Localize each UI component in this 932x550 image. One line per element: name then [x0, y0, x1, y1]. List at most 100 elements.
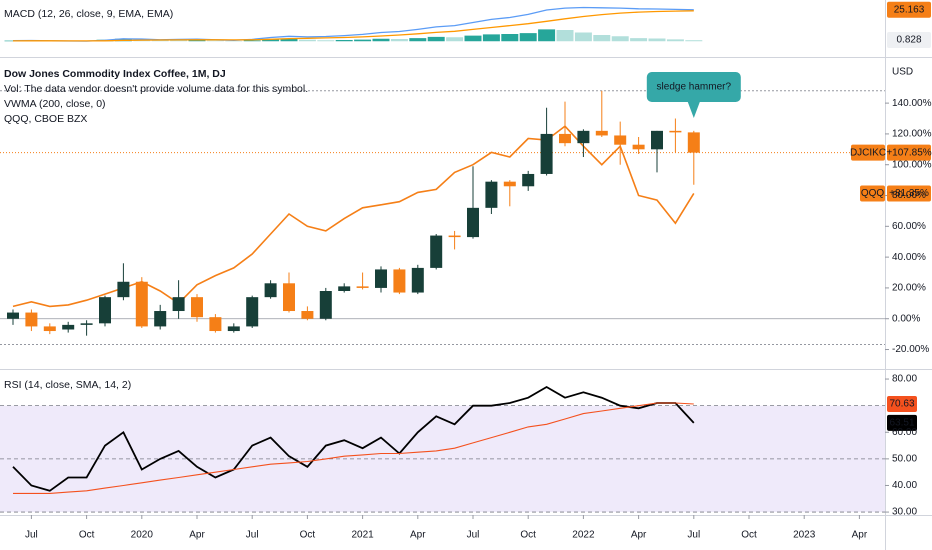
candle-body — [246, 297, 259, 327]
histogram-bar — [482, 34, 500, 42]
x-tick-label: Apr — [189, 530, 205, 541]
y-tick-label: 80.00 — [892, 374, 917, 385]
histogram-bar — [409, 38, 427, 42]
x-tick-label: Jul — [687, 530, 700, 541]
symbol-label-bg — [851, 144, 885, 161]
candle-body — [338, 286, 351, 291]
histogram-bar — [611, 36, 629, 42]
rsi-line — [13, 402, 694, 494]
histogram-bar — [206, 40, 224, 42]
note: VWMA (200, close, 0) — [4, 98, 106, 110]
x-tick-label: Jul — [25, 530, 38, 541]
x-tick-label: Jul — [467, 530, 480, 541]
overlay-symbol-label-bg — [860, 185, 885, 202]
histogram-bar — [335, 40, 353, 42]
y-tick-label: 100.00% — [892, 159, 932, 170]
symbol-label: DJCIKC — [850, 147, 886, 158]
y-tick-label: 40.00% — [892, 252, 926, 263]
y-tick-label: 60.00 — [892, 427, 917, 438]
histogram-bar — [4, 40, 22, 42]
histogram-bar — [372, 38, 390, 42]
rsi-line — [12, 385, 695, 492]
histogram-last-label-bg — [887, 32, 931, 48]
histogram-bar — [170, 40, 188, 42]
candle-body — [356, 286, 369, 288]
histogram-bar — [648, 38, 666, 42]
y-tick-label: 120.00% — [892, 129, 932, 140]
histogram-bar — [354, 39, 372, 42]
unit: USD — [892, 67, 913, 78]
histogram-bar — [390, 39, 408, 42]
x-tick-label: Apr — [410, 530, 426, 541]
rsi-title: RSI (14, close, SMA, 14, 2) — [4, 379, 131, 391]
histogram-bar — [574, 32, 592, 42]
y-tick-label: 30.00 — [892, 507, 917, 518]
macd-last-label: 25.163 — [894, 4, 925, 15]
x-tick-label: Oct — [520, 530, 536, 541]
candle-body — [485, 181, 498, 208]
macd-title: MACD (12, 26, close, 9, EMA, EMA) — [4, 8, 173, 20]
annotation-text: sledge hammer? — [657, 82, 732, 93]
candle-body — [430, 235, 443, 268]
y-tick-label: 50.00 — [892, 454, 917, 465]
candle-body — [651, 130, 663, 150]
close-label: +107.85% — [886, 147, 931, 158]
candle-body — [448, 235, 461, 238]
overlay-symbol-label: QQQ — [861, 188, 885, 199]
histogram-bar — [556, 30, 574, 42]
histogram-bar — [262, 39, 280, 42]
histogram-bar — [298, 39, 316, 42]
macd-line — [12, 10, 694, 42]
macd-last-label-bg — [887, 1, 931, 18]
candle-body — [375, 269, 387, 288]
candle-body — [191, 297, 203, 318]
histogram-bar — [464, 35, 482, 42]
y-tick-label: 60.00% — [892, 221, 926, 232]
candle-body — [264, 283, 277, 298]
x-tick-label: 2023 — [793, 530, 816, 541]
x-tick-label: 2021 — [351, 530, 374, 541]
x-tick-label: Oct — [741, 530, 757, 541]
histogram-bar — [446, 37, 464, 42]
candle-body — [283, 283, 295, 312]
histogram-bar — [685, 40, 703, 42]
candle-body — [577, 130, 590, 144]
y-tick-label: 80.00% — [892, 190, 926, 201]
y-tick-label: 20.00% — [892, 283, 926, 294]
histogram-bar — [280, 39, 298, 42]
rsi-last-label: 63.51 — [889, 418, 914, 429]
candle-body — [43, 326, 56, 332]
macd-line — [12, 6, 694, 42]
rsi-last-label-bg — [887, 414, 917, 431]
histogram-bar — [630, 38, 648, 42]
histogram-bar — [225, 40, 243, 42]
rsi-last-label: 70.63 — [889, 399, 914, 410]
histogram-bar — [317, 40, 335, 42]
candle-body — [172, 297, 185, 312]
histogram-bar — [666, 39, 684, 42]
candle-body — [669, 130, 682, 133]
candle-body — [154, 311, 167, 327]
candle-body — [25, 312, 38, 327]
candle-body — [301, 311, 314, 319]
candle-body — [595, 130, 608, 136]
x-tick-label: 2022 — [572, 530, 595, 541]
candle-body — [632, 144, 645, 150]
candle-body — [467, 207, 479, 238]
y-tick-label: -20.00% — [892, 344, 929, 355]
candle-body — [614, 135, 627, 145]
histogram-bar — [501, 34, 519, 42]
candle-body — [319, 291, 332, 319]
candle-body — [99, 297, 111, 324]
histogram-bar — [243, 40, 261, 42]
candle-body — [559, 133, 571, 144]
annotation-bubble — [646, 72, 741, 118]
overlay-last-label: +81.35% — [889, 188, 929, 199]
candle-body — [117, 281, 130, 298]
y-tick-label: 140.00% — [892, 98, 932, 109]
x-tick-label: Jul — [246, 530, 259, 541]
candle-body — [209, 317, 222, 332]
overlay-last-label-bg — [887, 185, 931, 202]
histogram-last-label: 0.828 — [896, 35, 921, 46]
